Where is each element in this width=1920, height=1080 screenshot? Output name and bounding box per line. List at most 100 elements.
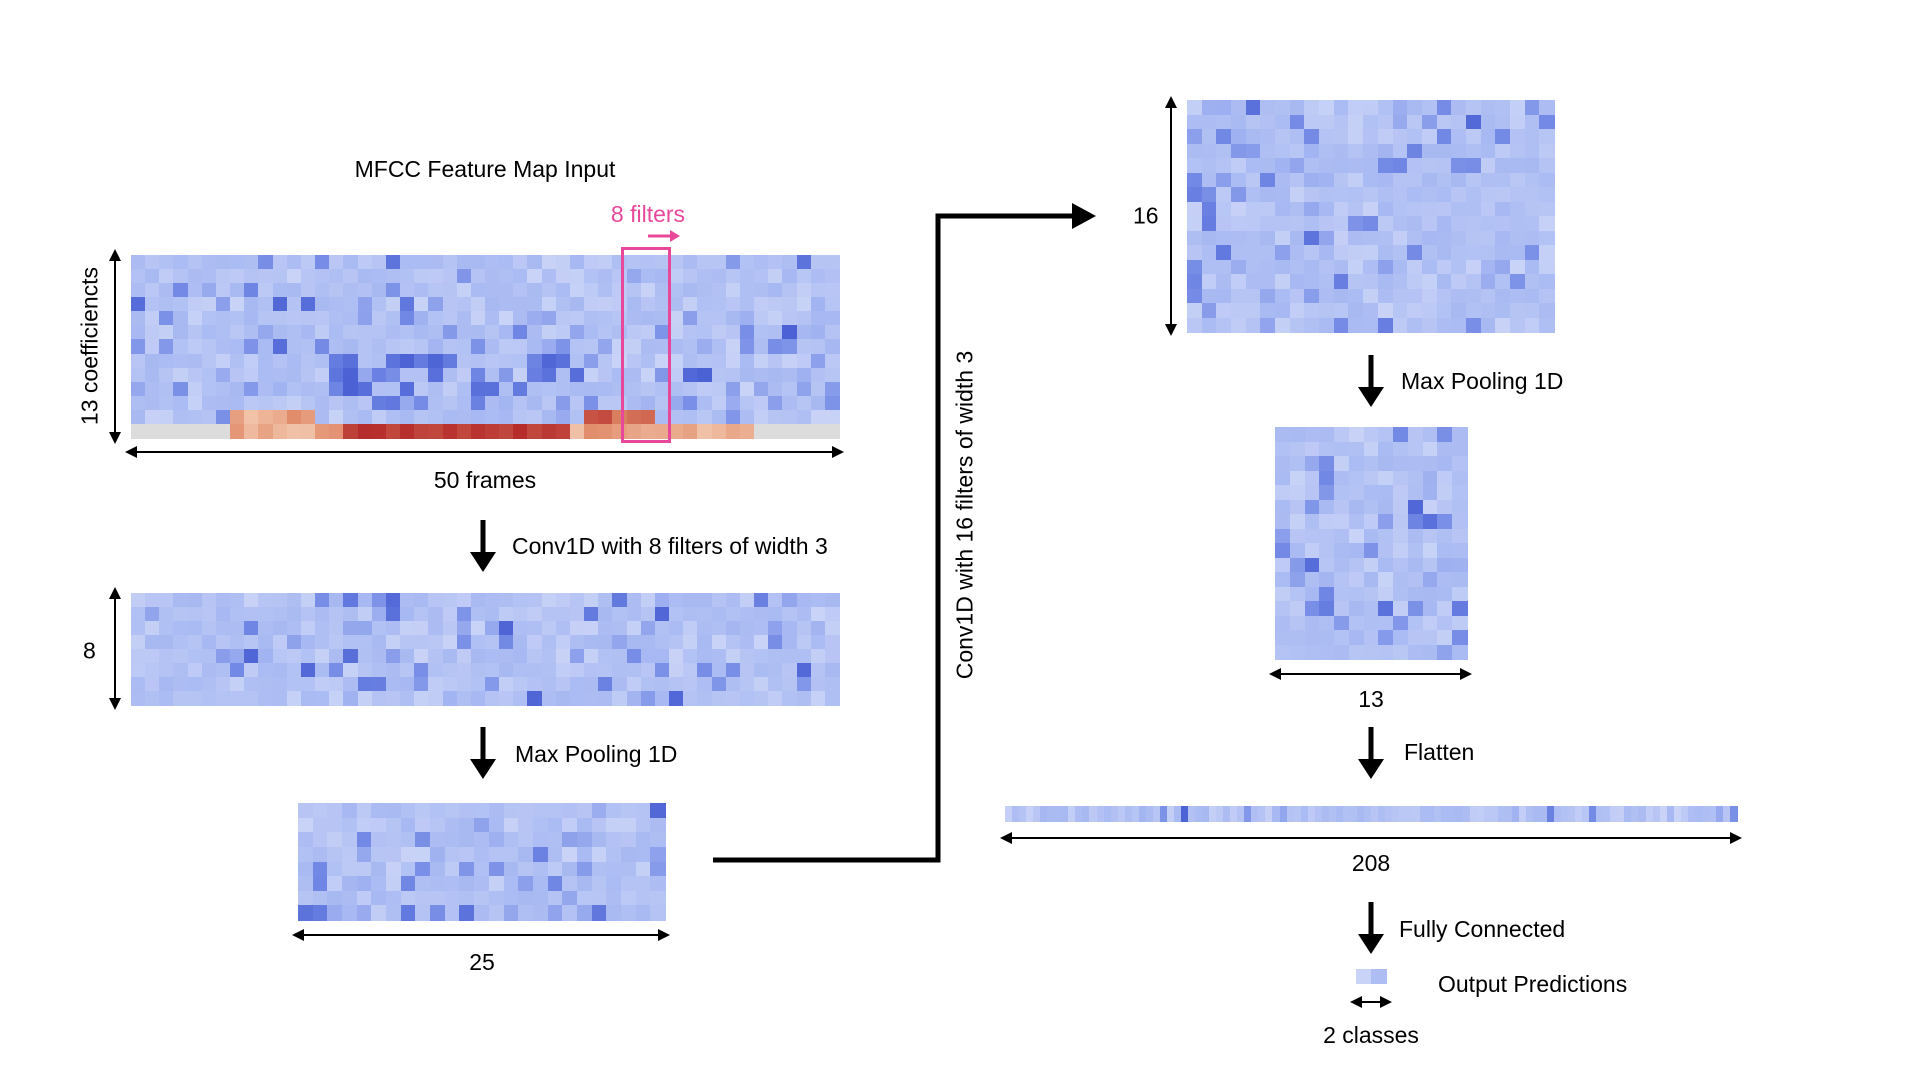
heatmap-cell (159, 367, 175, 383)
heatmap-cell (562, 861, 578, 877)
heatmap-cell (591, 905, 607, 921)
heatmap-cell (640, 593, 656, 608)
heatmap-cell (1539, 288, 1555, 304)
heatmap-cell (654, 423, 670, 439)
heatmap-cell (1333, 230, 1350, 246)
heatmap-cell (1333, 129, 1350, 145)
heatmap-cell (442, 677, 458, 692)
heatmap-cell (1319, 143, 1335, 159)
heatmap-cell (1407, 259, 1423, 275)
heatmap-cell (459, 905, 475, 921)
heatmap-cell (215, 635, 231, 650)
heatmap-cell (159, 423, 175, 439)
heatmap-cell (1451, 245, 1467, 261)
heatmap-cell (300, 663, 316, 678)
heatmap-cell (768, 409, 783, 425)
heatmap-cell (1509, 274, 1526, 290)
heatmap-cell (1180, 806, 1189, 822)
heatmap-cell (1524, 143, 1540, 159)
heatmap-cell (456, 311, 472, 326)
heatmap-cell (470, 663, 486, 678)
heatmap-cell (527, 649, 543, 664)
heatmap-cell (1377, 216, 1394, 232)
heatmap-cell (1407, 230, 1423, 246)
heatmap-cell (620, 876, 637, 892)
heatmap-cell (315, 269, 330, 284)
heatmap-cell (244, 607, 260, 622)
heatmap-cell (1421, 317, 1438, 333)
heatmap-cell (499, 607, 514, 622)
heatmap-cell (654, 269, 670, 284)
heatmap-cell (606, 890, 622, 906)
heatmap-cell (635, 905, 651, 921)
heatmap-cell (400, 325, 415, 341)
heatmap-cell (598, 691, 614, 706)
heatmap-cell (187, 395, 203, 411)
heatmap-cell (754, 409, 769, 425)
heatmap-cell (1187, 259, 1203, 275)
heatmap-cell (640, 691, 656, 706)
heatmap-cell (1223, 806, 1231, 822)
heatmap-cell (442, 663, 458, 678)
heatmap-cell (1319, 201, 1335, 217)
heatmap-cell (470, 395, 486, 411)
heatmap-cell (1465, 288, 1482, 304)
heatmap-cell (400, 635, 415, 650)
conv1-flow-arrowhead (470, 552, 496, 572)
heatmap-cell (569, 409, 585, 425)
heatmap-cell (1333, 100, 1350, 116)
heatmap-cell (1393, 615, 1409, 631)
heatmap-cell (569, 635, 585, 650)
heatmap-cell (518, 890, 534, 906)
heatmap-cell (1465, 317, 1482, 333)
heatmap-cell (1230, 806, 1238, 822)
heatmap-cell (1289, 601, 1306, 617)
heatmap-cell (215, 325, 231, 341)
output-predictions-label: Output Predictions (1438, 971, 1628, 997)
heatmap-cell (300, 381, 316, 397)
heatmap-cell (357, 677, 373, 692)
heatmap-cell (782, 621, 798, 636)
heatmap-cell (1348, 644, 1365, 660)
heatmap-cell (1451, 216, 1467, 232)
heatmap-cell (547, 876, 563, 892)
heatmap-cell (173, 395, 189, 411)
heatmap-cell (1377, 158, 1394, 174)
heatmap-cell (385, 297, 401, 312)
heatmap-cell (499, 325, 514, 341)
heatmap-cell (485, 395, 500, 411)
heatmap-cell (258, 283, 274, 298)
heatmap-cell (1452, 485, 1468, 501)
heatmap-cell (386, 876, 402, 892)
heatmap-cell (470, 255, 486, 270)
heatmap-cell (1216, 259, 1232, 275)
heatmap-cell (385, 691, 401, 706)
heatmap-cell (1392, 259, 1408, 275)
heatmap-cell (1319, 514, 1335, 530)
heatmap-cell (1319, 456, 1335, 472)
heatmap-cell (598, 255, 614, 270)
heatmap-cell (444, 832, 461, 848)
heatmap-cell (824, 593, 840, 608)
heatmap-cell (1216, 187, 1232, 203)
heatmap-cell (456, 663, 472, 678)
heatmap-cell (315, 409, 330, 425)
heatmap-cell (1289, 230, 1306, 246)
heatmap-cell (1333, 274, 1350, 290)
heatmap-cell (414, 269, 429, 284)
heatmap-cell (1348, 543, 1365, 559)
heatmap-cell (1348, 143, 1364, 159)
heatmap-cell (725, 269, 741, 284)
heatmap-cell (584, 353, 599, 369)
heatmap-cell (400, 367, 415, 383)
heatmap-cell (1304, 158, 1320, 174)
heatmap-cell (1319, 427, 1335, 443)
heatmap-cell (782, 353, 798, 369)
heatmap-cell (1275, 572, 1291, 588)
heatmap-cell (1524, 317, 1540, 333)
heatmap-cell (503, 890, 519, 906)
heatmap-cell (131, 395, 146, 411)
heatmap-cell (725, 353, 741, 369)
heatmap-cell (697, 255, 713, 270)
heatmap-cell (343, 381, 359, 397)
